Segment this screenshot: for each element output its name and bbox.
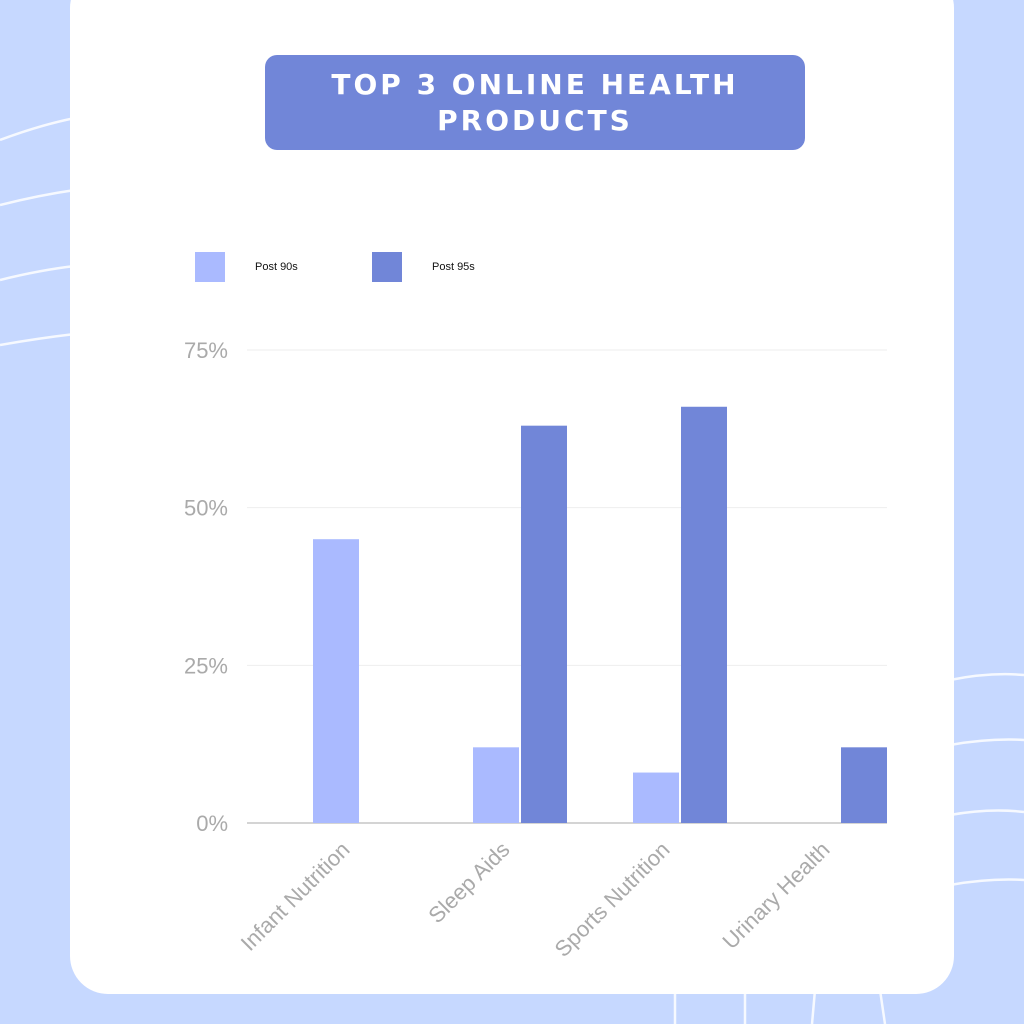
- legend-item-post90s: Post 90s: [195, 252, 298, 282]
- chart-card: [70, 0, 954, 994]
- x-tick-label: Urinary Health: [717, 837, 834, 954]
- bar-post95s: [841, 747, 887, 823]
- bar-post90s: [633, 772, 679, 823]
- legend-item-post95s: Post 95s: [372, 252, 475, 282]
- legend-swatch-post90s: [195, 252, 225, 282]
- legend-label-post90s: Post 90s: [255, 261, 298, 273]
- legend-swatch-post95s: [372, 252, 402, 282]
- y-tick-label: 0%: [196, 811, 228, 836]
- bar-post90s: [313, 539, 359, 823]
- chart-title: TOP 3 ONLINE HEALTH PRODUCTS: [331, 67, 739, 137]
- x-tick-label: Sleep Aids: [423, 837, 514, 928]
- bar-post90s: [473, 747, 519, 823]
- y-tick-label: 75%: [184, 338, 228, 363]
- bar-post95s: [681, 406, 727, 823]
- title-banner: TOP 3 ONLINE HEALTH PRODUCTS: [265, 55, 805, 150]
- y-tick-label: 50%: [184, 496, 228, 521]
- y-tick-label: 25%: [184, 653, 228, 678]
- bar-post95s: [521, 425, 567, 823]
- legend-label-post95s: Post 95s: [432, 261, 475, 273]
- x-tick-label: Sports Nutrition: [550, 837, 675, 962]
- x-tick-label: Infant Nutrition: [236, 837, 355, 956]
